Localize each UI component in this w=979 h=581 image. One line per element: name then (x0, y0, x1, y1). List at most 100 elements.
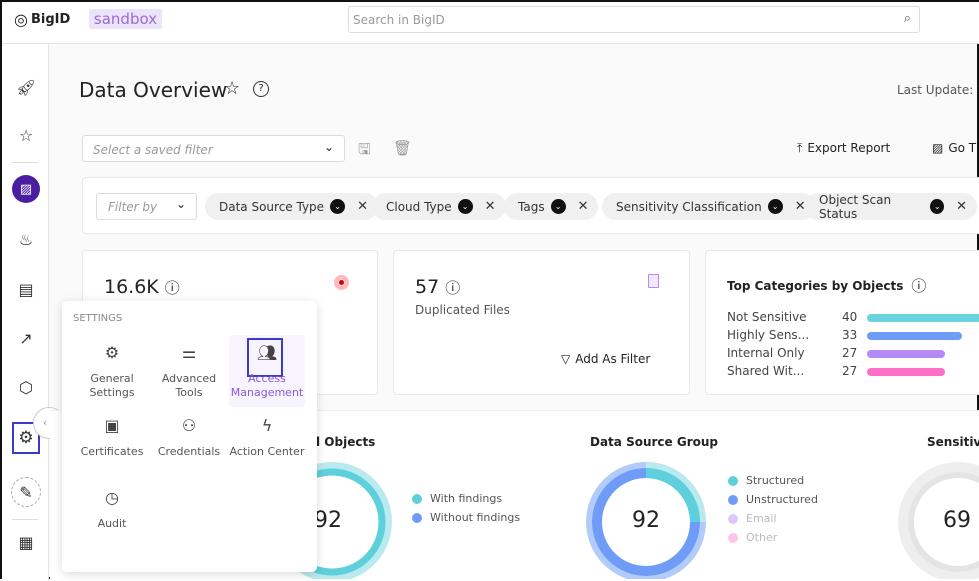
settings-item-access-management[interactable]: 👥︎ Access Management (228, 343, 306, 400)
settings-item-audit[interactable]: ◷ Audit (73, 488, 151, 531)
filter-icon: ▽ (561, 352, 571, 366)
legend-swatch (728, 475, 738, 486)
apps-icon[interactable]: ▦ (18, 532, 34, 552)
duplicated-files-card: 57 ⓘ Duplicated Files ▽ Add As Filter (393, 250, 690, 395)
close-icon[interactable]: ✕ (484, 199, 496, 214)
sensitivity-donut[interactable] (898, 462, 979, 579)
filter-chip[interactable]: Object Scan Status ⌄ ✕ (805, 193, 977, 221)
category-row[interactable]: Highly Sens... 33 (727, 328, 979, 344)
add-as-filter-button[interactable]: ▽ Add As Filter (561, 352, 651, 366)
legend-swatch (412, 493, 422, 504)
help-icon[interactable]: ? (253, 81, 269, 97)
file-icon (648, 274, 659, 288)
rocket-icon[interactable]: 🚀︎ (15, 77, 37, 97)
close-icon[interactable]: ✕ (357, 199, 368, 214)
certificate-icon: ▣ (104, 416, 120, 435)
users-icon: 👥︎ (256, 343, 278, 362)
objects-total: 92 (314, 508, 342, 533)
settings-item-credentials[interactable]: ⚇ Credentials (150, 416, 228, 459)
chevron-down-icon[interactable]: ⌄ (930, 199, 945, 214)
gear-icon: ⚙ (104, 343, 120, 362)
pencil-icon[interactable]: ✎ (11, 477, 41, 507)
user-check-icon: ⚇ (181, 416, 197, 435)
delete-filter-icon[interactable]: 🗑 (393, 139, 413, 157)
filter-chip[interactable]: Tags ⌄ ✕ (504, 193, 599, 220)
close-icon[interactable]: ✕ (794, 199, 806, 214)
data-source-group-title: Data Source Group (590, 435, 718, 449)
gear-icon[interactable]: ⚙ (12, 422, 40, 454)
selected-item-bg (229, 335, 305, 407)
legend-swatch (728, 494, 738, 505)
settings-item-certificates[interactable]: ▣ Certificates (73, 416, 151, 459)
chevron-down-icon[interactable]: ⌄ (330, 199, 346, 214)
filter-chip[interactable]: Sensitivity Classification ⌄ ✕ (602, 193, 816, 220)
legend-item[interactable]: Unstructured (728, 490, 818, 509)
goto-button[interactable]: ▨ Go T (932, 141, 977, 155)
category-bar (867, 350, 945, 358)
chevron-down-icon[interactable]: ⌄ (457, 199, 473, 214)
legend-item[interactable]: Email (728, 509, 818, 528)
settings-menu: SETTINGS ⚙ General Settings ⚌ Advanced Tool… (62, 301, 317, 572)
search-input[interactable]: Search in BigID ⌕ (348, 6, 920, 33)
legend-item[interactable]: With findings (412, 489, 520, 508)
chart-box-icon: ▨ (932, 141, 944, 155)
data-source-group-donut[interactable] (586, 462, 706, 579)
fire-icon[interactable]: ♨ (18, 229, 34, 249)
top-header: ◎ BigID sandbox Search in BigID ⌕ (2, 2, 979, 44)
report-search-icon[interactable]: ▤ (18, 279, 34, 299)
legend-swatch (412, 512, 422, 523)
legend-item[interactable]: Other (728, 528, 818, 547)
category-row[interactable]: Not Sensitive 40 (727, 310, 979, 326)
logo[interactable]: ◎ BigID (14, 10, 71, 29)
sidebar: 🚀︎ ☆ ▨ ♨ ▤ ↗ ⬡ ⚙ ✎ ▦ (2, 44, 49, 581)
chevron-down-icon: ⌄ (323, 140, 334, 154)
chart-icon[interactable]: ↗ (19, 328, 33, 348)
category-row[interactable]: Shared Wit... 27 (727, 364, 979, 380)
filter-by-select[interactable]: Filter by ⌄ (96, 193, 197, 220)
divider (12, 519, 38, 520)
saved-filter-select[interactable]: Select a saved filter ⌄ (82, 135, 345, 162)
filter-chip[interactable]: Data Source Type ⌄ ✕ (205, 193, 378, 220)
star-icon[interactable]: ☆ (18, 125, 34, 145)
close-icon[interactable]: ✕ (956, 199, 967, 214)
top-categories-card: Top Categories by Objects ⓘ Not Sensitive… (705, 250, 979, 395)
chevron-down-icon[interactable]: ⌄ (550, 199, 566, 214)
search-icon[interactable]: ⌕ (903, 11, 911, 26)
filter-chip[interactable]: Cloud Type ⌄ ✕ (372, 193, 506, 220)
info-icon[interactable]: ⓘ (445, 278, 461, 297)
lightning-icon: ϟ (261, 416, 273, 435)
dashboard-icon[interactable]: ▨ (12, 175, 40, 203)
info-icon[interactable]: ⓘ (164, 278, 180, 297)
favorite-star-icon[interactable]: ☆ (224, 78, 241, 99)
highlight-box (247, 338, 283, 377)
legend-item[interactable]: Without findings (412, 508, 520, 527)
data-source-group-total: 92 (632, 508, 660, 533)
fingerprint-icon: ◎ (14, 10, 28, 29)
clock-icon: ◷ (105, 488, 119, 507)
category-bar (867, 314, 979, 322)
settings-item-action-center[interactable]: ϟ Action Center (229, 416, 305, 459)
objects-chart-title: l Objects (316, 435, 376, 449)
environment-badge: sandbox (89, 9, 162, 29)
legend-item[interactable]: Structured (728, 471, 818, 490)
sliders-icon: ⚌ (181, 343, 197, 362)
category-bar (867, 368, 945, 376)
save-filter-icon[interactable]: 🖫 (358, 140, 371, 158)
chevron-down-icon: ⌄ (175, 197, 186, 211)
category-row[interactable]: Internal Only 27 (727, 346, 979, 362)
legend-swatch (728, 513, 738, 524)
sensitivity-chart-title: Sensitivit (927, 435, 979, 449)
page-title: Data Overview (79, 78, 228, 102)
close-icon[interactable]: ✕ (577, 199, 589, 214)
upload-icon: ⤒ (797, 141, 803, 155)
alert-dot-icon (334, 275, 349, 290)
chevron-down-icon[interactable]: ⌄ (767, 199, 783, 214)
settings-item-general-settings[interactable]: ⚙ General Settings (73, 343, 151, 400)
settings-item-advanced-tools[interactable]: ⚌ Advanced Tools (150, 343, 228, 400)
cube-icon[interactable]: ⬡ (19, 377, 33, 397)
divider (12, 162, 38, 163)
legend-swatch (728, 532, 738, 543)
export-report-button[interactable]: ⤒ Export Report (797, 141, 891, 155)
info-icon[interactable]: ⓘ (911, 277, 927, 295)
sensitivity-total: 69 (943, 508, 971, 533)
